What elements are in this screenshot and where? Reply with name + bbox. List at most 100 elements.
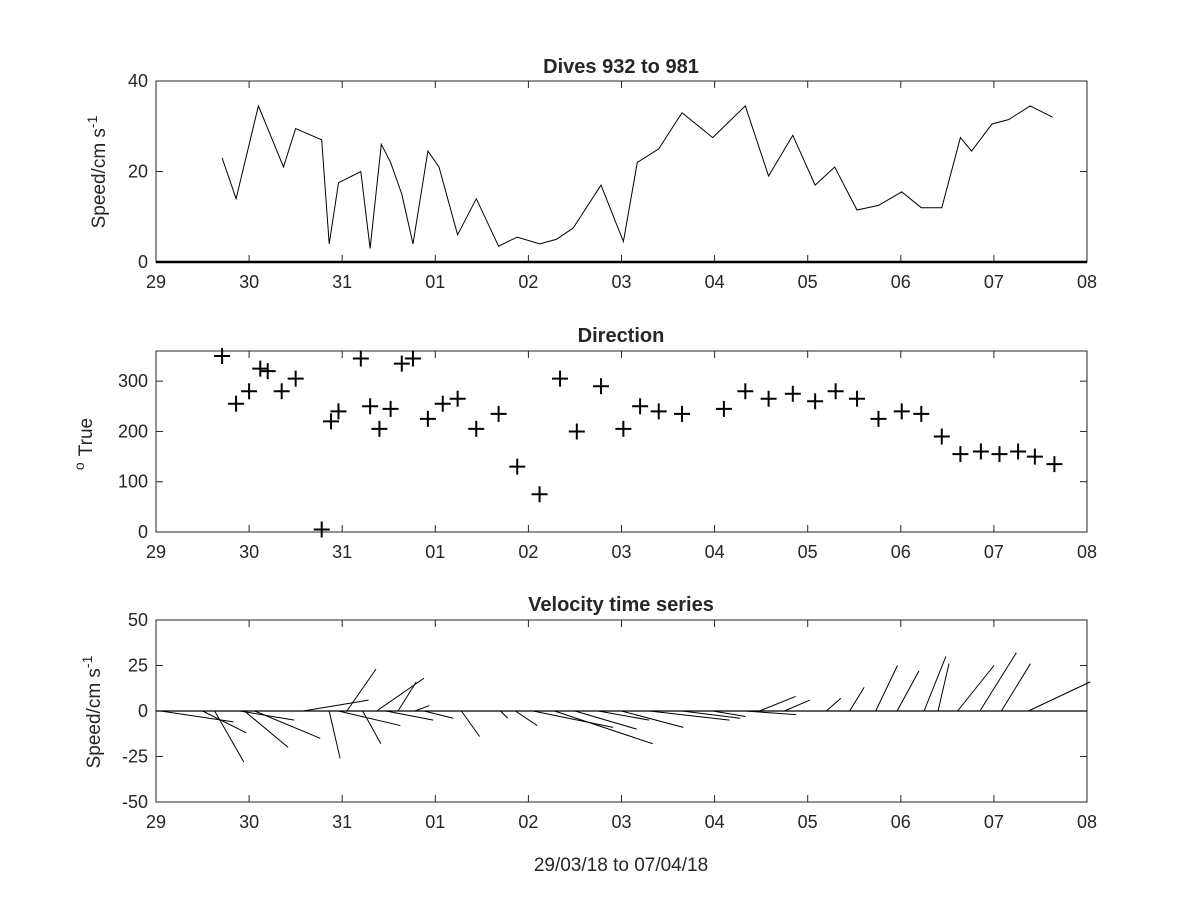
- velocity-stick: [254, 710, 321, 739]
- direction-point: [1010, 443, 1027, 460]
- direction-point: [241, 383, 258, 400]
- direction-point: [650, 403, 667, 420]
- direction-point: [784, 385, 801, 402]
- direction-point: [214, 348, 231, 365]
- svg-text:oTrue: o True: [71, 418, 97, 470]
- velocity-stick: [1028, 681, 1091, 712]
- speed-panel-title: Dives 932 to 981: [543, 56, 699, 78]
- velocity-stick: [621, 710, 684, 728]
- velocity-y-axis-label-exponent: -1: [79, 655, 95, 668]
- velocity-x-tick-label: 07: [984, 812, 1004, 832]
- velocity-x-tick-label: 29: [146, 812, 166, 832]
- velocity-x-tick-label: 03: [611, 812, 631, 832]
- direction-point: [313, 521, 330, 538]
- speed-x-tick-label: 29: [146, 272, 166, 292]
- direction-point: [273, 383, 290, 400]
- direction-point: [393, 355, 410, 372]
- direction-x-tick-label: 31: [332, 542, 352, 562]
- svg-text:Speed/cm s-1: Speed/cm s-1: [79, 655, 105, 768]
- direction-point: [870, 410, 887, 427]
- speed-y-axis-label-exponent: -1: [84, 115, 100, 128]
- velocity-stick: [923, 656, 947, 712]
- velocity-y-tick-label: 50: [128, 610, 148, 630]
- velocity-stick: [896, 670, 920, 712]
- velocity-stick: [825, 697, 842, 712]
- direction-point: [737, 383, 754, 400]
- direction-x-tick-label: 01: [425, 542, 445, 562]
- direction-point: [674, 405, 691, 422]
- velocity-stick: [414, 705, 430, 712]
- velocity-stick: [515, 710, 538, 726]
- velocity-panel-title: Velocity time series: [528, 594, 714, 616]
- direction-point: [615, 420, 632, 437]
- velocity-stick: [303, 699, 369, 712]
- direction-point: [371, 420, 388, 437]
- velocity-stick: [424, 710, 454, 719]
- velocity-y-tick-label: -25: [122, 747, 148, 767]
- direction-point: [632, 398, 649, 415]
- velocity-x-tick-label: 01: [425, 812, 445, 832]
- speed-x-tick-label: 01: [425, 272, 445, 292]
- velocity-stick: [346, 668, 377, 712]
- direction-point: [893, 403, 910, 420]
- direction-point: [991, 446, 1008, 463]
- velocity-y-tick-label: -50: [122, 792, 148, 812]
- direction-point: [362, 398, 379, 415]
- direction-point: [287, 370, 304, 387]
- direction-x-tick-label: 07: [984, 542, 1004, 562]
- velocity-x-tick-label: 31: [332, 812, 352, 832]
- direction-x-tick-label: 02: [518, 542, 538, 562]
- velocity-y-axis-label: Speed/cm s-1: [79, 655, 105, 768]
- direction-point: [404, 350, 421, 367]
- velocity-stick: [937, 663, 950, 712]
- velocity-x-axis-label: 29/03/18 to 07/04/18: [534, 855, 708, 876]
- direction-point: [552, 370, 569, 387]
- direction-point: [849, 390, 866, 407]
- velocity-x-tick-label: 02: [518, 812, 538, 832]
- velocity-stick: [1000, 663, 1031, 712]
- direction-point: [252, 360, 269, 377]
- velocity-x-tick-label: 05: [798, 812, 818, 832]
- speed-x-tick-label: 06: [891, 272, 911, 292]
- direction-point: [259, 363, 276, 380]
- velocity-panel: Velocity time series Speed/cm s-1 29/03/…: [79, 594, 1097, 876]
- direction-point: [490, 405, 507, 422]
- velocity-stick: [214, 710, 245, 763]
- velocity-stick: [239, 710, 295, 721]
- direction-x-tick-label: 05: [798, 542, 818, 562]
- direction-panel: Direction o True 29 30 31 01 02 03 04 05 06 07 08 0 1…: [71, 325, 1097, 562]
- direction-point: [531, 486, 548, 503]
- velocity-stick: [784, 699, 811, 712]
- direction-point: [468, 420, 485, 437]
- direction-point: [449, 390, 466, 407]
- speed-x-tick-label: 04: [705, 272, 725, 292]
- direction-point: [419, 410, 436, 427]
- speed-x-tick-label: 05: [798, 272, 818, 292]
- direction-x-tick-label: 29: [146, 542, 166, 562]
- direction-y-tick-label: 200: [118, 421, 148, 441]
- velocity-stick: [681, 710, 741, 719]
- speed-y-tick-label: 20: [128, 162, 148, 182]
- direction-point: [807, 393, 824, 410]
- direction-y-axis-label-degree: o: [71, 462, 87, 470]
- speed-series-line: [221, 104, 1053, 249]
- speed-x-tick-label: 08: [1077, 272, 1097, 292]
- speed-x-tick-label: 03: [611, 272, 631, 292]
- velocity-x-tick-label: 30: [239, 812, 259, 832]
- velocity-stick: [574, 710, 637, 730]
- direction-point: [568, 423, 585, 440]
- velocity-y-tick-label: 25: [128, 656, 148, 676]
- velocity-stick: [712, 710, 746, 717]
- direction-point: [1026, 448, 1043, 465]
- velocity-stick: [244, 710, 289, 748]
- svg-text:Speed/cm s-1: Speed/cm s-1: [84, 115, 110, 228]
- velocity-stick: [532, 710, 614, 728]
- velocity-stick: [376, 677, 425, 712]
- direction-point: [228, 395, 245, 412]
- direction-point: [509, 458, 526, 475]
- direction-x-tick-label: 04: [705, 542, 725, 562]
- velocity-x-tick-label: 04: [705, 812, 725, 832]
- velocity-stick: [362, 710, 382, 745]
